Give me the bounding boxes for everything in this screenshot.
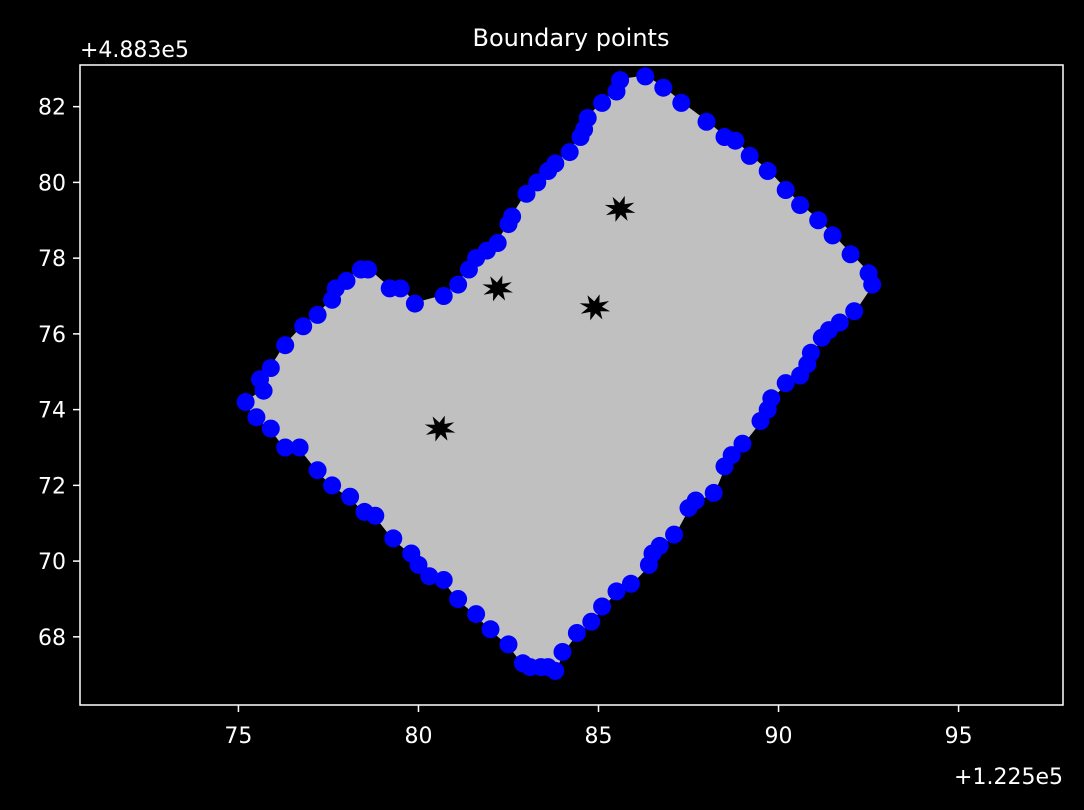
boundary-point <box>863 275 882 294</box>
boundary-point <box>481 620 500 639</box>
boundary-point <box>607 82 626 101</box>
boundary-point <box>567 624 586 642</box>
boundary-point <box>308 305 327 324</box>
y-offset-label: +4.883e5 <box>80 38 189 63</box>
hole-2 <box>482 275 513 302</box>
boundary-point <box>776 374 795 393</box>
boundary-point <box>704 483 723 502</box>
boundary-point <box>503 207 522 226</box>
boundary-point <box>607 582 626 601</box>
boundary-point <box>758 162 777 180</box>
boundary-point <box>751 412 770 430</box>
boundary-point <box>812 328 831 347</box>
y-tick-label: 80 <box>38 171 66 196</box>
boundary-point <box>384 529 403 548</box>
boundary-point <box>341 487 360 506</box>
plot-area <box>236 67 882 680</box>
y-tick-label: 70 <box>38 550 66 575</box>
boundary-point <box>621 574 640 593</box>
boundary-point <box>449 275 468 294</box>
x-tick-label: 90 <box>765 724 793 749</box>
boundary-point <box>513 654 532 673</box>
y-tick-label: 74 <box>38 399 66 424</box>
hole-4 <box>424 415 456 442</box>
boundary-point <box>636 67 655 86</box>
boundary-point <box>546 154 565 173</box>
boundary-point <box>776 181 795 199</box>
x-axis: 75 80 85 90 95 <box>224 705 973 749</box>
boundary-point <box>247 408 266 427</box>
boundary-point <box>308 461 327 480</box>
boundary-point <box>733 434 752 453</box>
y-tick-label: 82 <box>38 96 66 121</box>
boundary-point <box>251 370 269 389</box>
boundary-point <box>294 317 313 336</box>
boundary-point <box>323 476 342 495</box>
boundary-point <box>841 245 860 264</box>
boundary-point <box>582 612 601 631</box>
boundary-point <box>434 571 453 589</box>
y-tick-label: 72 <box>38 474 66 499</box>
x-tick-label: 75 <box>224 724 252 749</box>
boundary-point <box>578 109 597 127</box>
boundary-point <box>679 499 698 518</box>
boundary-point <box>359 260 378 279</box>
x-tick-label: 85 <box>585 724 613 749</box>
y-tick-label: 76 <box>38 323 66 348</box>
boundary-point <box>420 567 439 586</box>
boundary-point <box>726 131 745 150</box>
boundary-point <box>405 294 424 313</box>
boundary-point <box>488 234 507 252</box>
y-tick-label: 68 <box>38 626 66 651</box>
chart-title: Boundary points <box>473 24 670 52</box>
x-tick-label: 95 <box>945 724 973 749</box>
boundary-point <box>467 605 486 624</box>
boundary-point <box>697 112 716 131</box>
boundary-point <box>499 635 518 654</box>
boundary-point <box>276 336 295 355</box>
boundary-fill <box>244 75 874 673</box>
boundary-point <box>402 544 421 563</box>
boundary-point <box>560 143 579 162</box>
boundary-point <box>276 438 295 457</box>
boundary-point <box>337 271 356 290</box>
boundary-point <box>593 597 612 616</box>
boundary-point <box>391 279 410 298</box>
boundary-point <box>715 457 734 476</box>
boundary-point <box>449 590 468 608</box>
boundary-point <box>845 302 864 321</box>
x-tick-label: 80 <box>404 724 432 749</box>
boundary-point <box>665 525 684 544</box>
boundary-point <box>740 146 759 165</box>
hole-3 <box>579 294 611 321</box>
boundary-point <box>553 643 572 661</box>
boundary-point <box>809 211 828 230</box>
boundary-point <box>823 226 842 245</box>
y-tick-label: 78 <box>38 247 66 272</box>
boundary-point <box>517 184 536 203</box>
y-axis: 68 70 72 74 76 78 80 82 <box>38 96 80 651</box>
boundary-point <box>355 502 374 521</box>
boundary-point <box>261 419 280 438</box>
boundary-point <box>434 287 453 305</box>
boundary-point <box>672 93 691 112</box>
boundary-point <box>261 359 280 377</box>
boundary-point <box>290 438 309 457</box>
boundary-point <box>528 173 547 192</box>
boundary-point <box>791 196 810 215</box>
axes-frame <box>79 64 1064 706</box>
hole-1 <box>604 195 636 222</box>
boundary-point <box>639 555 658 574</box>
boundary-point <box>654 78 673 97</box>
boundary-point <box>791 366 810 385</box>
boundary-point <box>593 93 612 112</box>
x-offset-label: +1.225e5 <box>954 765 1063 790</box>
boundary-point <box>236 393 255 411</box>
